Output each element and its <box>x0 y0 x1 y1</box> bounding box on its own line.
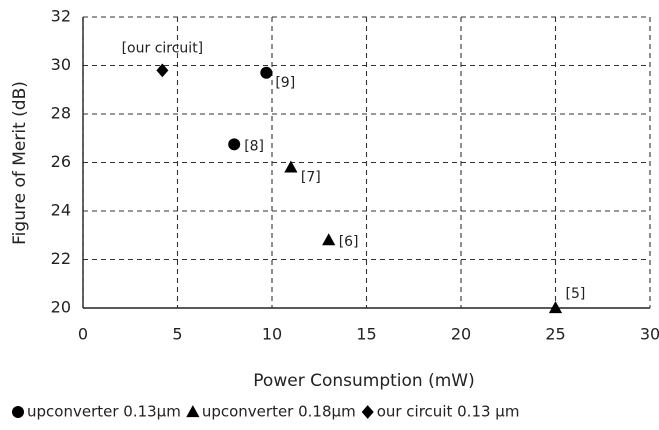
y-axis-title: Figure of Merit (dB) <box>10 81 30 245</box>
legend-label: upconverter 0.18µm <box>202 403 356 421</box>
legend-marker <box>12 406 24 418</box>
point <box>260 66 273 79</box>
point-label: [7] <box>301 169 321 185</box>
point-label: [5] <box>566 286 586 302</box>
x-tick-label: 0 <box>78 325 88 344</box>
point-label: [our circuit] <box>122 40 204 56</box>
y-tick-label: 32 <box>51 7 71 26</box>
point-label: [9] <box>275 75 295 91</box>
x-tick-label: 15 <box>356 325 376 344</box>
x-tick-label: 10 <box>262 325 282 344</box>
legend-label: upconverter 0.13µm <box>27 403 181 421</box>
y-tick-label: 20 <box>51 298 71 317</box>
y-tick-label: 28 <box>51 104 71 123</box>
point <box>284 160 298 173</box>
point <box>548 301 563 314</box>
x-tick-label: 30 <box>640 325 659 344</box>
point-label: [8] <box>244 138 264 154</box>
y-tick-label: 24 <box>51 201 71 220</box>
legend-marker <box>361 405 374 419</box>
point <box>156 63 169 78</box>
x-tick-label: 5 <box>172 325 182 344</box>
legend-marker <box>186 405 200 418</box>
x-tick-label: 25 <box>545 325 565 344</box>
y-tick-label: 22 <box>51 249 71 268</box>
x-tick-label: 20 <box>451 325 471 344</box>
point <box>228 138 241 151</box>
x-axis-title: Power Consumption (mW) <box>253 371 474 391</box>
y-tick-label: 26 <box>51 152 71 171</box>
y-tick-label: 30 <box>51 55 71 74</box>
legend-label: our circuit 0.13 µm <box>377 403 520 421</box>
point <box>322 233 336 246</box>
point-label: [6] <box>339 234 359 250</box>
